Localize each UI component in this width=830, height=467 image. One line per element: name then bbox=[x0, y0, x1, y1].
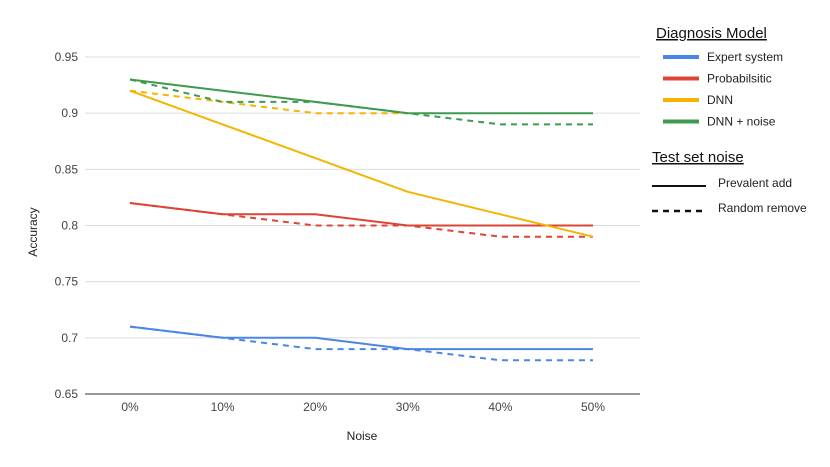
legend-noise-label: Prevalent add bbox=[718, 176, 792, 190]
x-axis-label: Noise bbox=[347, 429, 378, 443]
legend-model-label: DNN bbox=[707, 93, 733, 107]
legend-model-label: Probabilsitic bbox=[707, 72, 772, 86]
y-tick-label: 0.9 bbox=[61, 106, 78, 120]
y-tick-labels: 0.65 0.7 0.75 0.8 0.85 0.9 0.95 bbox=[55, 50, 79, 401]
y-tick-label: 0.8 bbox=[61, 219, 78, 233]
series-line-probabilsitic-solid bbox=[129, 202, 593, 227]
legend: Diagnosis Model Expert system Probabilsit… bbox=[652, 25, 807, 215]
y-tick-label: 0.75 bbox=[55, 275, 79, 289]
y-tick-label: 0.95 bbox=[55, 50, 79, 64]
x-tick-labels: 0% 10% 20% 30% 40% 50% bbox=[121, 400, 605, 414]
legend-models: Expert system Probabilsitic DNN DNN + noise bbox=[663, 50, 783, 129]
legend-noise-label: Random remove bbox=[718, 201, 807, 215]
y-tick-label: 0.7 bbox=[61, 331, 78, 345]
series-line-dnn-dashed bbox=[129, 89, 408, 115]
x-tick-label: 30% bbox=[396, 400, 420, 414]
series-layer bbox=[129, 78, 594, 362]
legend-model-label: DNN + noise bbox=[707, 115, 776, 129]
x-tick-label: 50% bbox=[581, 400, 605, 414]
y-axis-label: Accuracy bbox=[26, 207, 40, 256]
x-tick-label: 40% bbox=[488, 400, 512, 414]
legend-noise: Prevalent add Random remove bbox=[652, 176, 807, 215]
x-tick-label: 10% bbox=[211, 400, 235, 414]
legend-noise-title: Test set noise bbox=[652, 149, 744, 166]
series-line-dnn-noise-solid bbox=[129, 78, 593, 115]
y-tick-label: 0.65 bbox=[55, 387, 79, 401]
x-tick-label: 0% bbox=[121, 400, 139, 414]
series-line-expert-system-solid bbox=[129, 325, 593, 351]
legend-model-title: Diagnosis Model bbox=[656, 25, 767, 42]
series-line-dnn-noise-dashed bbox=[129, 78, 593, 126]
legend-model-label: Expert system bbox=[707, 50, 783, 64]
series-line-dnn-solid bbox=[129, 89, 594, 238]
x-tick-label: 20% bbox=[303, 400, 327, 414]
y-tick-label: 0.85 bbox=[55, 162, 79, 176]
